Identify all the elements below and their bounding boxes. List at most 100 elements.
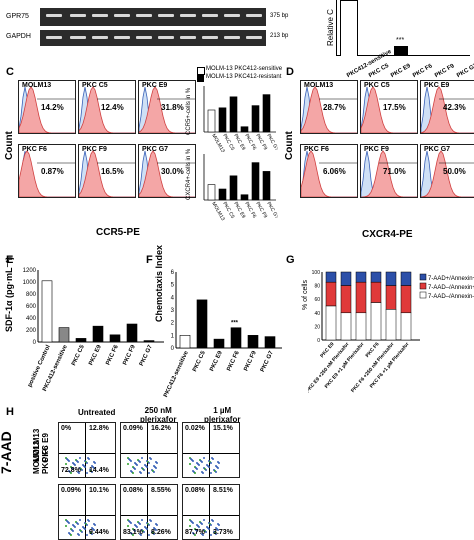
event	[148, 524, 150, 526]
stained-peak	[139, 86, 195, 133]
bar	[240, 194, 249, 201]
panelC-letter: C	[6, 66, 14, 78]
y-tick: 0	[33, 340, 37, 346]
y-tick: 6	[171, 270, 175, 276]
event	[210, 472, 212, 474]
category: PKC412-sensitive	[163, 350, 190, 399]
quadrant-tr: 15.1%	[213, 425, 233, 432]
histogram-percent: 16.5%	[101, 167, 124, 176]
event	[155, 467, 157, 469]
event	[88, 458, 90, 460]
bar	[58, 327, 70, 343]
event	[146, 528, 148, 530]
histogram-percent: 6.06%	[323, 167, 346, 176]
stack-segment	[370, 271, 382, 283]
event	[156, 462, 158, 464]
y-tick: 80	[314, 284, 320, 290]
gel-band	[46, 36, 62, 39]
gene1-label: GPR75	[6, 13, 29, 20]
stack-segment	[370, 281, 382, 303]
bar	[229, 175, 238, 201]
event	[81, 469, 83, 471]
event	[94, 524, 96, 526]
significance: ***	[231, 321, 239, 327]
event	[139, 523, 141, 525]
ccr5-histogram-plot	[19, 86, 75, 133]
cxcr4-histogram: PKC E9 42.3%	[420, 80, 474, 134]
stack-segment	[385, 271, 397, 286]
event	[127, 463, 129, 465]
event	[132, 472, 134, 474]
event	[208, 466, 210, 468]
panelB-sig: ***	[396, 37, 405, 44]
y-tick: 1200	[23, 268, 37, 274]
event	[212, 520, 214, 522]
event	[136, 526, 138, 528]
quadrant-bl: 83.1%	[123, 529, 143, 536]
stack-segment	[325, 281, 337, 307]
bar	[207, 184, 216, 201]
category: PKC F6	[105, 344, 120, 366]
stack-segment	[370, 302, 382, 341]
event	[68, 460, 70, 462]
y-tick: 600	[26, 304, 37, 310]
event	[153, 471, 155, 473]
event	[217, 467, 219, 469]
event	[72, 468, 74, 470]
event	[127, 525, 129, 527]
ccr5-histogram: PKC G7 30.0%	[138, 144, 196, 198]
y-tick: 4	[171, 295, 175, 301]
stack-segment	[400, 285, 412, 314]
bar	[218, 107, 227, 133]
event	[68, 522, 70, 524]
event	[70, 472, 72, 474]
side-label-7aad: 7-AAD	[0, 431, 14, 474]
panelB-category: PKC G7	[456, 62, 474, 80]
bar	[207, 109, 216, 133]
histogram-percent: 71.0%	[383, 167, 406, 176]
gel-band	[46, 14, 62, 17]
event	[136, 464, 138, 466]
quadrant-tr: 8.51%	[213, 487, 233, 494]
event	[134, 468, 136, 470]
y-tick: 3	[171, 308, 175, 314]
event	[205, 469, 207, 471]
quadrant-bl: 87.7%	[185, 529, 205, 536]
cxcr4-histogram: PKC F6 6.06%	[300, 144, 358, 198]
panelD-ylabel: Count	[284, 131, 295, 160]
event	[74, 526, 76, 528]
gel-band	[114, 36, 130, 39]
y-tick: 2	[171, 321, 175, 327]
stained-peak	[79, 150, 135, 197]
event	[203, 457, 205, 459]
category: PKC F6	[226, 350, 241, 372]
category: PKC C5	[192, 350, 207, 373]
event	[203, 519, 205, 521]
gene1-bp: 375 bp	[270, 13, 289, 19]
gel-band	[136, 36, 152, 39]
event	[146, 466, 148, 468]
event	[94, 462, 96, 464]
legend-swatch	[419, 282, 427, 290]
legend-label: 7-AAD+/Annexin+	[428, 276, 474, 282]
histogram-name: PKC G7	[424, 146, 451, 153]
bar	[247, 335, 259, 349]
bar	[126, 323, 138, 343]
bar	[109, 334, 121, 343]
histogram-percent: 0.87%	[41, 167, 64, 176]
event	[65, 525, 67, 527]
cxcr4-histogram-plot	[421, 150, 474, 197]
category: PKC G7	[260, 350, 275, 373]
quadrant-h	[183, 515, 239, 516]
histogram-name: PKC F6	[304, 146, 329, 153]
gel-band	[246, 36, 262, 39]
gel-band	[158, 14, 174, 17]
histogram-name: PKC G7	[142, 146, 169, 153]
histogram-name: PKC E9	[424, 82, 450, 89]
event	[81, 531, 83, 533]
histogram-name: PKC C5	[364, 82, 390, 89]
event	[148, 472, 150, 474]
panelF-letter: F	[146, 254, 153, 266]
histogram-name: MOLM13	[304, 82, 334, 89]
